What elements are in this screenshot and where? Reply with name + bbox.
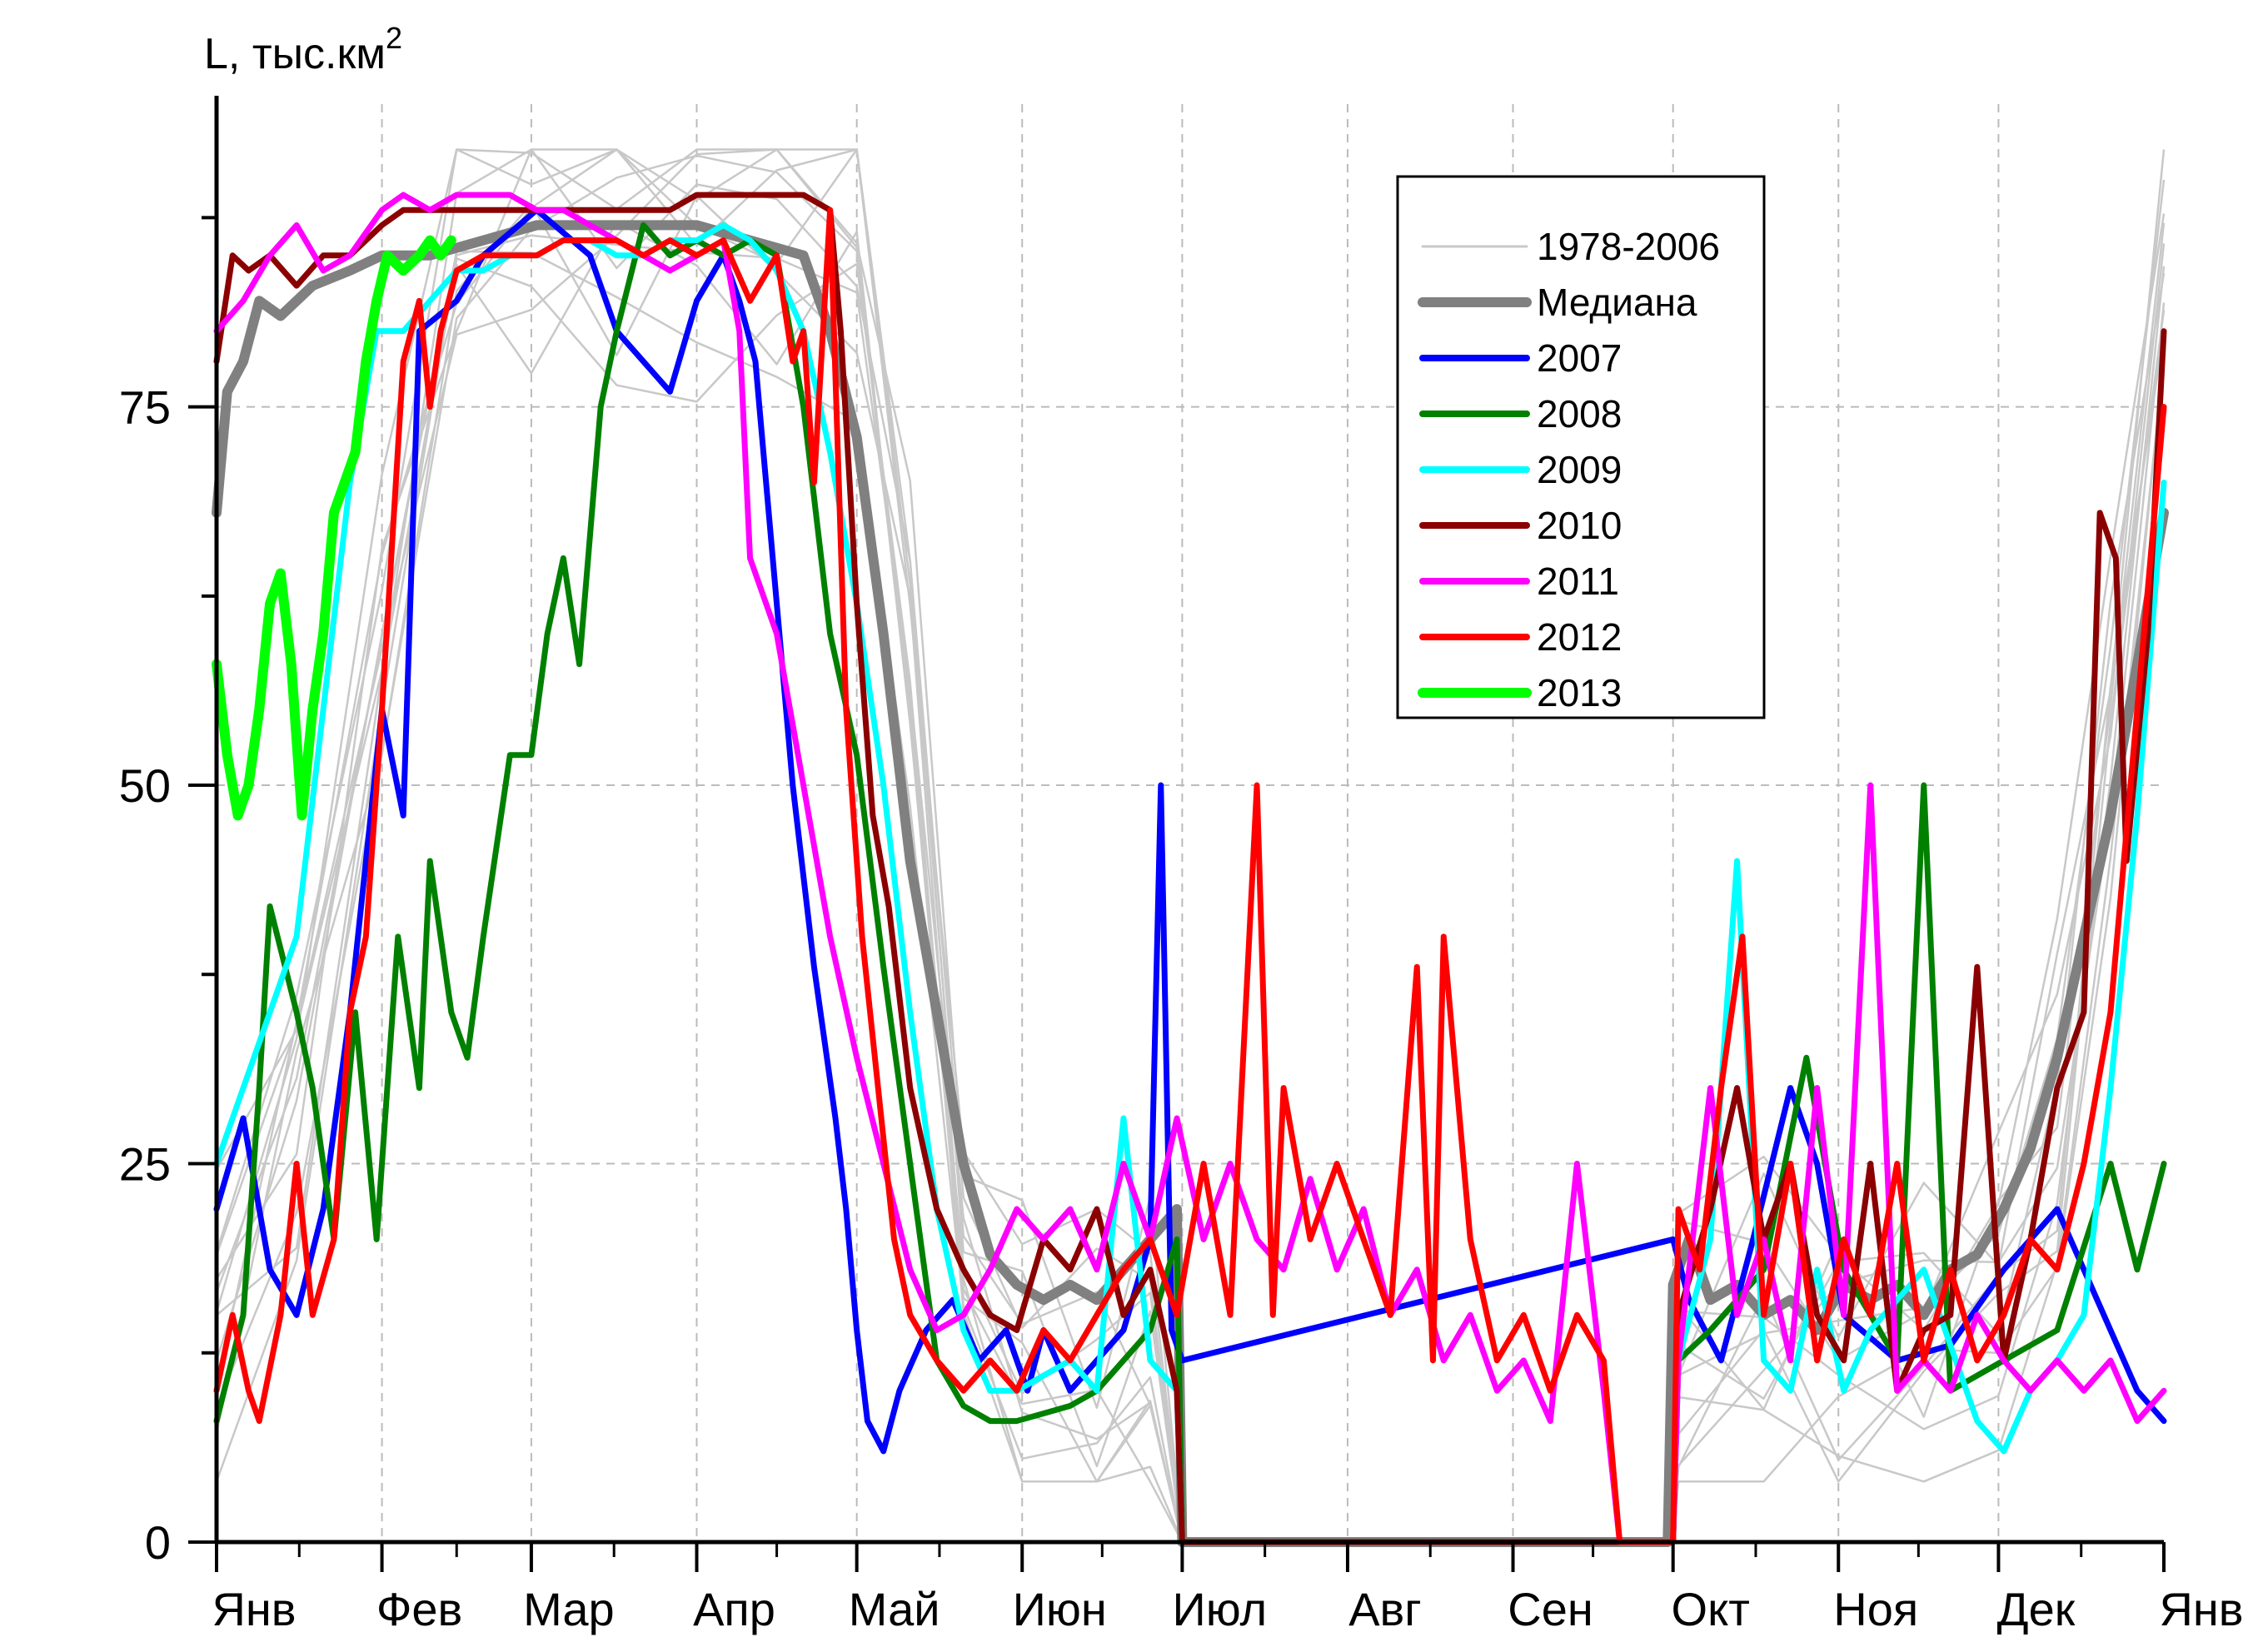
legend: 1978-2006 Медиана 2007 2008 2009 2010 2011 2012… xyxy=(1396,175,1766,719)
legend-box xyxy=(1396,175,1766,719)
legend-label-2011: 2011 xyxy=(1537,560,1619,603)
series-line-2011 xyxy=(213,192,2167,1545)
series-line-2008 xyxy=(213,221,2167,1545)
x-tick-label: Янв xyxy=(2159,1583,2243,1635)
series-line-2010 xyxy=(213,192,2167,1545)
series-line-1978-2006 xyxy=(215,257,2166,1544)
x-tick-label: Окт xyxy=(1672,1583,1750,1635)
series-Медиана xyxy=(212,220,2169,1547)
legend-label-2010: 2010 xyxy=(1537,504,1622,547)
x-tick-label: Ноя xyxy=(1833,1583,1918,1635)
series-lines xyxy=(212,148,2169,1547)
legend-label-2012: 2012 xyxy=(1537,615,1622,659)
x-tick-label: Дек xyxy=(1997,1583,2076,1635)
x-tick-label: Янв xyxy=(212,1583,296,1635)
series-line-2013 xyxy=(212,235,456,821)
series-line-2007 xyxy=(213,206,2167,1455)
series-line-2012 xyxy=(213,206,2167,1545)
axes xyxy=(188,96,2166,1572)
series-line-1978-2006 xyxy=(215,154,2166,1544)
x-tick-label: Апр xyxy=(693,1583,775,1635)
series-line-Медиана xyxy=(212,220,2169,1547)
series-line-1978-2006 xyxy=(216,221,2166,1544)
legend-label-2009: 2009 xyxy=(1537,448,1622,491)
series-2013 xyxy=(212,235,456,821)
x-tick-label: Сен xyxy=(1508,1583,1593,1635)
series-2007 xyxy=(213,206,2167,1455)
y-axis-label-main: L, тыс.км xyxy=(204,30,386,78)
y-axis-label-superscript: 2 xyxy=(386,21,402,55)
y-tick-label: 25 xyxy=(119,1138,171,1191)
legend-label-2013: 2013 xyxy=(1537,671,1622,714)
x-tick-label: Мар xyxy=(523,1583,615,1635)
series-2010 xyxy=(213,192,2167,1545)
tick-labels: Янв Фев Мар Апр Май Июн Июл Авг Сен Окт Ноя Дек Янв 0… xyxy=(119,381,2244,1635)
y-tick-label: 50 xyxy=(119,759,171,812)
x-tick-label: Июн xyxy=(1013,1583,1107,1635)
x-tick-label: Июл xyxy=(1173,1583,1268,1635)
series-2009 xyxy=(213,221,2167,1545)
series-2012 xyxy=(213,206,2167,1545)
legend-label-1978-2006: 1978-2006 xyxy=(1537,225,1720,268)
legend-label-Медиана: Медиана xyxy=(1537,281,1697,324)
series-line-2009 xyxy=(213,221,2167,1545)
x-tick-label: Май xyxy=(849,1583,940,1635)
series-line-1978-2006 xyxy=(215,148,2166,1544)
y-axis-label-text: L, тыс.км2 xyxy=(204,21,402,78)
x-tick-label: Авг xyxy=(1348,1583,1422,1635)
y-tick-label: 0 xyxy=(145,1516,171,1569)
legend-label-2008: 2008 xyxy=(1537,392,1622,435)
y-tick-label: 75 xyxy=(119,381,171,434)
grid-lines xyxy=(217,104,2164,1542)
series-2011 xyxy=(213,192,2167,1545)
series-2008 xyxy=(213,221,2167,1545)
x-tick-label: Фев xyxy=(376,1583,462,1635)
legend-label-2007: 2007 xyxy=(1537,336,1622,380)
series-line-1978-2006 xyxy=(215,250,2166,1544)
y-axis-label: L, тыс.км2 xyxy=(204,21,402,78)
